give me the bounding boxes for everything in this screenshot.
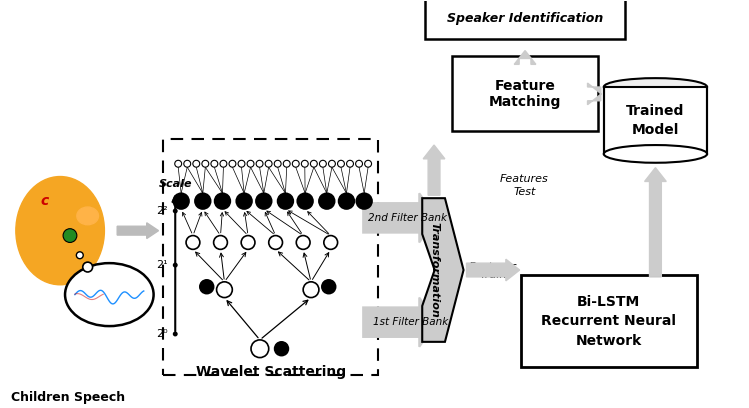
Circle shape (76, 252, 83, 259)
Circle shape (283, 160, 290, 167)
FancyArrow shape (515, 51, 536, 64)
Circle shape (215, 193, 231, 209)
Circle shape (297, 235, 310, 249)
Ellipse shape (77, 207, 99, 225)
Circle shape (238, 160, 245, 167)
Text: 2¹: 2¹ (156, 260, 167, 270)
Polygon shape (422, 198, 464, 342)
Circle shape (322, 280, 336, 294)
Text: Scale: Scale (159, 180, 192, 189)
FancyBboxPatch shape (521, 275, 697, 368)
Circle shape (274, 160, 281, 167)
Bar (604, 87, 707, 154)
Circle shape (247, 160, 254, 167)
FancyArrow shape (363, 297, 437, 347)
Circle shape (236, 193, 252, 209)
Circle shape (192, 160, 200, 167)
FancyArrow shape (117, 223, 159, 239)
Circle shape (310, 160, 318, 167)
Text: Bi-LSTM
Recurrent Neural
Network: Bi-LSTM Recurrent Neural Network (542, 295, 676, 348)
Circle shape (256, 160, 263, 167)
Text: Features: Features (500, 173, 549, 184)
Circle shape (319, 193, 335, 209)
Circle shape (213, 235, 228, 249)
Circle shape (63, 229, 77, 242)
Circle shape (173, 332, 178, 337)
Text: 2²: 2² (156, 206, 167, 216)
Text: 2⁰: 2⁰ (156, 329, 167, 339)
Text: Train: Train (479, 270, 507, 280)
Text: Transformation: Transformation (429, 222, 439, 318)
Circle shape (216, 282, 232, 297)
Text: Features: Features (469, 262, 518, 272)
Circle shape (356, 160, 363, 167)
FancyBboxPatch shape (452, 56, 598, 131)
Text: 1st Filter Bank: 1st Filter Bank (373, 317, 448, 327)
FancyArrow shape (467, 259, 520, 281)
Ellipse shape (604, 78, 707, 96)
Circle shape (319, 160, 327, 167)
Text: c: c (40, 194, 49, 208)
Circle shape (329, 160, 336, 167)
Circle shape (324, 235, 338, 249)
FancyArrow shape (645, 168, 667, 277)
Circle shape (186, 235, 200, 249)
Circle shape (338, 160, 345, 167)
Circle shape (82, 262, 93, 272)
Circle shape (278, 193, 294, 209)
Circle shape (297, 193, 313, 209)
Circle shape (339, 193, 354, 209)
Circle shape (175, 160, 182, 167)
Circle shape (200, 280, 213, 294)
Circle shape (292, 160, 299, 167)
Text: Trained
Model: Trained Model (626, 104, 685, 137)
Text: Test: Test (513, 187, 536, 197)
Ellipse shape (16, 177, 104, 285)
Circle shape (269, 235, 282, 249)
Circle shape (251, 340, 269, 357)
Circle shape (357, 193, 372, 209)
Text: Speaker Identification: Speaker Identification (447, 11, 603, 24)
Circle shape (173, 208, 178, 213)
Circle shape (265, 160, 272, 167)
Text: 2nd Filter Bank: 2nd Filter Bank (368, 213, 447, 223)
Text: Feature
Matching: Feature Matching (489, 79, 561, 109)
Circle shape (173, 193, 189, 209)
Ellipse shape (65, 263, 154, 326)
Circle shape (347, 160, 354, 167)
Text: Wavelet Scattering: Wavelet Scattering (195, 365, 346, 379)
Circle shape (211, 160, 218, 167)
Text: Children Speech: Children Speech (11, 391, 125, 404)
Circle shape (256, 193, 272, 209)
FancyArrow shape (363, 193, 437, 242)
FancyBboxPatch shape (425, 0, 625, 39)
FancyArrow shape (423, 145, 445, 195)
Circle shape (301, 160, 309, 167)
FancyArrow shape (587, 83, 601, 105)
Circle shape (303, 282, 319, 297)
Circle shape (202, 160, 209, 167)
Circle shape (275, 342, 288, 356)
Circle shape (241, 235, 255, 249)
Ellipse shape (604, 145, 707, 163)
Circle shape (173, 263, 178, 268)
Circle shape (195, 193, 210, 209)
Circle shape (220, 160, 227, 167)
Circle shape (365, 160, 372, 167)
Circle shape (184, 160, 191, 167)
Circle shape (229, 160, 236, 167)
